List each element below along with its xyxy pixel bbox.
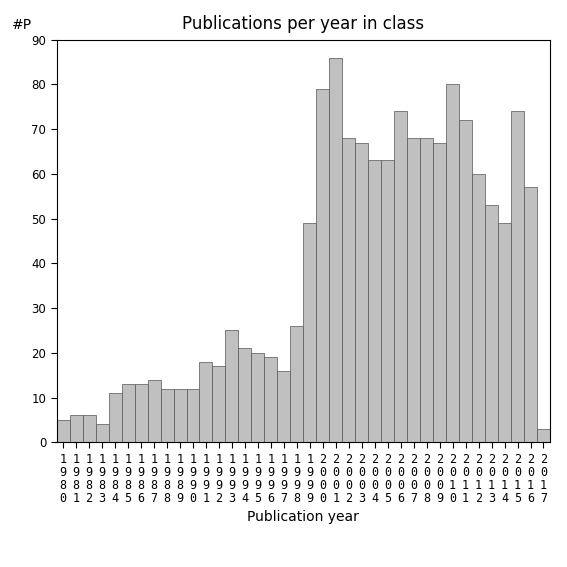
- Bar: [277, 371, 290, 442]
- Bar: [459, 120, 472, 442]
- Bar: [420, 138, 433, 442]
- Bar: [147, 380, 160, 442]
- Bar: [96, 424, 109, 442]
- Bar: [433, 142, 446, 442]
- Bar: [329, 58, 342, 442]
- Title: Publications per year in class: Publications per year in class: [182, 15, 425, 32]
- Bar: [226, 331, 239, 442]
- Bar: [264, 357, 277, 442]
- Bar: [83, 416, 96, 442]
- Bar: [57, 420, 70, 442]
- Bar: [472, 174, 485, 442]
- Bar: [381, 160, 394, 442]
- Bar: [251, 353, 264, 442]
- Bar: [356, 142, 368, 442]
- Bar: [342, 138, 356, 442]
- Bar: [511, 111, 524, 442]
- Bar: [121, 384, 134, 442]
- Bar: [174, 388, 187, 442]
- Bar: [316, 89, 329, 442]
- Bar: [537, 429, 550, 442]
- Bar: [213, 366, 226, 442]
- Bar: [239, 348, 251, 442]
- Bar: [290, 326, 303, 442]
- Bar: [485, 205, 498, 442]
- Bar: [303, 223, 316, 442]
- Bar: [498, 223, 511, 442]
- Bar: [160, 388, 174, 442]
- Bar: [524, 187, 537, 442]
- Bar: [200, 362, 213, 442]
- Bar: [187, 388, 200, 442]
- Bar: [109, 393, 121, 442]
- Bar: [407, 138, 420, 442]
- Bar: [394, 111, 407, 442]
- Y-axis label: #P: #P: [12, 18, 32, 32]
- Bar: [446, 84, 459, 442]
- Bar: [368, 160, 381, 442]
- X-axis label: Publication year: Publication year: [247, 510, 359, 524]
- Bar: [134, 384, 147, 442]
- Bar: [70, 416, 83, 442]
